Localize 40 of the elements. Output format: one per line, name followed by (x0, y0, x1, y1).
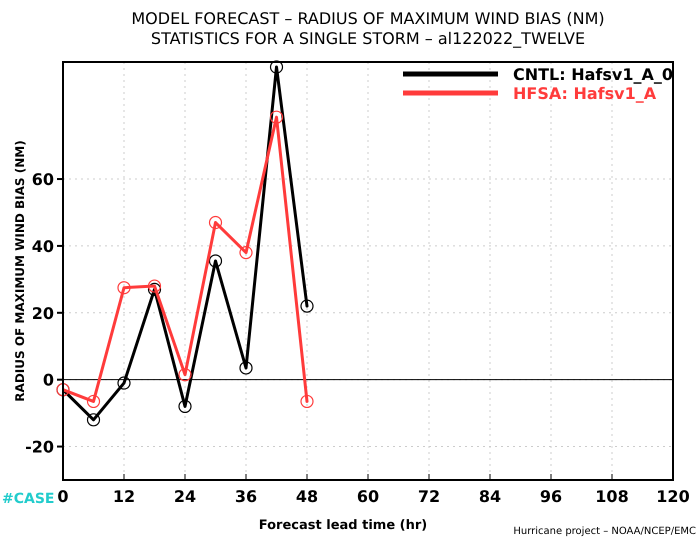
x-tick-label: 0 (57, 487, 69, 506)
point (117, 376, 131, 390)
point (117, 281, 131, 294)
point (86, 413, 100, 426)
text: #CASE (2, 491, 54, 507)
point (208, 254, 222, 268)
point (178, 368, 192, 382)
point (300, 300, 314, 313)
chart-subtitle: STATISTICS FOR A SINGLE STORM – al122022_TWELVE (150, 29, 586, 48)
point (300, 394, 314, 408)
point (239, 246, 253, 260)
x-tick-label: 24 (174, 487, 196, 506)
y-tick-label: 40 (32, 236, 54, 256)
x-tick-label: 48 (296, 487, 318, 506)
x-tick-label: 108 (595, 487, 629, 506)
point (178, 400, 192, 414)
y-tick-label: -20 (25, 438, 54, 457)
chart-title: MODEL FORECAST – RADIUS OF MAXIMUM WIND BIAS (NM) (131, 9, 605, 28)
point (148, 282, 162, 296)
point (239, 361, 253, 375)
text: HFSA: Hafsv1_A (513, 84, 657, 103)
point (148, 279, 162, 293)
point (270, 110, 284, 124)
point (208, 216, 222, 230)
y-tick-label: 0 (42, 370, 54, 390)
point (270, 60, 284, 74)
x-tick-label: 84 (478, 487, 502, 506)
x-tick-label: 72 (418, 487, 440, 506)
point (86, 394, 100, 408)
x-axis-title: Forecast lead time (hr) (258, 518, 428, 533)
x-tick-label: 60 (356, 487, 380, 506)
x-tick-label: 96 (540, 487, 562, 506)
text: CNTL: Hafsv1_A_0 (513, 65, 673, 84)
x-tick-label: 36 (234, 487, 258, 506)
y-axis-title: RADIUS OF MAXIMUM WIND BIAS (NM) (13, 140, 27, 402)
y-tick-label: 20 (32, 304, 54, 323)
text: Hurricane project – NOAA/NCEP/EMC (513, 526, 696, 537)
x-tick-label: 120 (656, 487, 690, 506)
y-tick-label: 60 (32, 170, 54, 190)
x-tick-label: 12 (112, 487, 136, 506)
